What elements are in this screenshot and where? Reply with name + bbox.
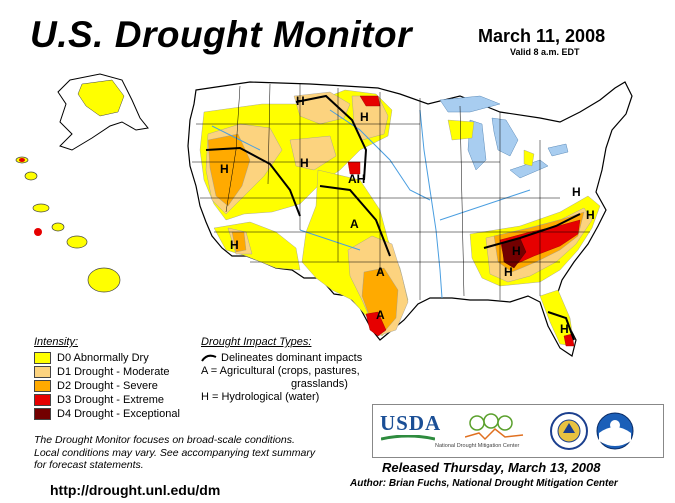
impact-agricultural-cont: grasslands) <box>291 378 348 390</box>
map-label-h-nd: H <box>360 110 369 124</box>
release-date: Released Thursday, March 13, 2008 <box>382 460 601 475</box>
disclaimer-line: for forecast statements. <box>34 459 144 471</box>
map-label-h-oregon: H <box>220 162 229 176</box>
impact-line-label: Delineates dominant impacts <box>221 352 363 364</box>
great-lakes <box>439 95 569 179</box>
color-swatch <box>34 380 51 393</box>
map-label-h-arizona: H <box>230 238 239 252</box>
intensity-item: D3 Drought - Extreme <box>34 393 180 407</box>
map-label-ah-sd: AH <box>348 172 366 186</box>
impact-legend: Drought Impact Types: Delineates dominan… <box>201 336 362 404</box>
impact-line-icon <box>201 354 217 362</box>
map-label-h-montana: H <box>296 94 305 108</box>
map-label-a-oklahoma: A <box>376 265 385 279</box>
disclaimer-line: The Drought Monitor focuses on broad-sca… <box>34 434 295 446</box>
intensity-label: D3 Drought - Extreme <box>57 394 164 406</box>
ndmc-logo-text: National Drought Mitigation Center <box>435 443 520 449</box>
commerce-seal-icon <box>550 412 588 450</box>
map-label-h-carolina: H <box>586 208 595 222</box>
color-swatch <box>34 408 51 421</box>
partner-logos: USDA National Drought Mitigation Center <box>372 404 664 458</box>
page-title: U.S. Drought Monitor <box>30 14 412 55</box>
intensity-label: D0 Abnormally Dry <box>57 352 149 364</box>
disclaimer: The Drought Monitor focuses on broad-sca… <box>34 434 315 472</box>
color-swatch <box>34 366 51 379</box>
intensity-item: D4 Drought - Exceptional <box>34 407 180 421</box>
intensity-item: D2 Drought - Severe <box>34 379 180 393</box>
map-label-h-virginia: H <box>572 185 581 199</box>
map-label-h-tennessee: H <box>512 244 521 258</box>
valid-time: Valid 8 a.m. EDT <box>510 47 580 57</box>
rivers <box>211 109 531 299</box>
noaa-logo-icon <box>596 412 634 450</box>
map-label-a-texas: A <box>376 308 385 322</box>
state-boundaries <box>192 83 590 300</box>
disclaimer-line: Local conditions may vary. See accompany… <box>34 446 316 459</box>
author-credit: Author: Brian Fuchs, National Drought Mi… <box>350 478 618 489</box>
map-label-h-wyoming: H <box>300 156 309 170</box>
hawaii <box>15 156 121 293</box>
alaska-dry-area <box>77 79 125 117</box>
intensity-item: D0 Abnormally Dry <box>34 351 180 365</box>
intensity-label: D2 Drought - Severe <box>57 380 158 392</box>
intensity-item: D1 Drought - Moderate <box>34 365 180 379</box>
impact-line-row: Delineates dominant impacts <box>201 352 362 365</box>
website-link[interactable]: http://drought.unl.edu/dm <box>50 482 221 498</box>
intensity-heading: Intensity: <box>34 336 79 348</box>
intensity-label: D1 Drought - Moderate <box>57 366 170 378</box>
intensity-legend: Intensity: D0 Abnormally Dry D1 Drought -… <box>34 336 180 421</box>
impact-hydrological: H = Hydrological (water) <box>201 391 320 403</box>
color-swatch <box>34 352 51 365</box>
ndmc-trees-icon <box>465 413 524 441</box>
impact-agricultural: A = Agricultural (crops, pastures, <box>201 365 360 377</box>
map-label-h-florida: H <box>560 322 569 336</box>
usda-swoosh-icon <box>381 435 435 441</box>
map-label-h-georgia: H <box>504 265 513 279</box>
color-swatch <box>34 394 51 407</box>
map-label-a-colorado: A <box>350 217 359 231</box>
intensity-label: D4 Drought - Exceptional <box>57 408 180 420</box>
usda-logo: USDA <box>380 411 442 435</box>
map-date: March 11, 2008 <box>478 26 606 46</box>
intensity-items: D0 Abnormally Dry D1 Drought - Moderate D2… <box>34 351 180 421</box>
hawaii-extreme <box>19 158 42 236</box>
impact-heading: Drought Impact Types: <box>201 336 312 348</box>
